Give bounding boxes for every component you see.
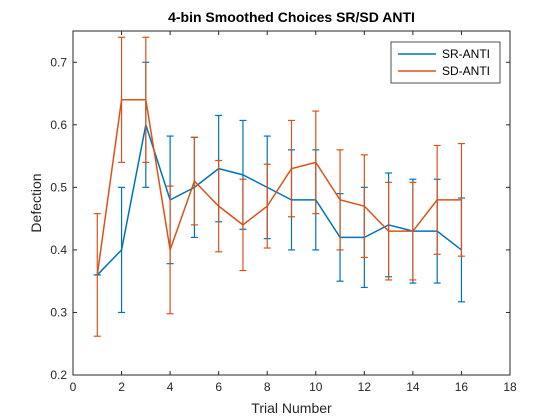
- y-tick-label: 0.6: [50, 118, 67, 132]
- y-axis-label: Defection: [28, 173, 44, 232]
- y-tick-label: 0.3: [50, 305, 67, 319]
- x-tick-label: 10: [309, 380, 323, 394]
- y-tick-label: 0.4: [50, 243, 67, 257]
- y-tick-label: 0.2: [50, 368, 67, 382]
- x-tick-label: 6: [215, 380, 222, 394]
- legend-label-sd-anti: SD-ANTI: [442, 64, 490, 78]
- series-sd-anti: [93, 36, 465, 337]
- y-tick-label: 0.7: [50, 55, 67, 69]
- legend-label-sr-anti: SR-ANTI: [442, 47, 490, 61]
- legend: SR-ANTI SD-ANTI: [390, 41, 501, 84]
- ticks-layer: 0 2 4 6 8 10 12 14 16 18 0.2 0.3 0.4 0.5 0.6 0.7: [50, 31, 517, 394]
- x-tick-label: 2: [118, 380, 125, 394]
- x-tick-label: 0: [70, 380, 77, 394]
- x-tick-label: 14: [406, 380, 420, 394]
- x-tick-label: 12: [358, 380, 372, 394]
- series-layer: [93, 36, 465, 337]
- x-tick-label: 16: [455, 380, 469, 394]
- plot-frame: [72, 30, 511, 376]
- series-line-sr-anti: [96, 124, 462, 276]
- x-tick-label: 8: [264, 380, 271, 394]
- y-tick-label: 0.5: [50, 180, 67, 194]
- x-tick-label: 4: [167, 380, 174, 394]
- x-axis-label: Trial Number: [251, 400, 332, 416]
- x-tick-label: 18: [503, 380, 517, 394]
- series-line-sd-anti: [96, 99, 462, 276]
- legend-box: [390, 41, 501, 84]
- chart-title: 4-bin Smoothed Choices SR/SD ANTI: [168, 9, 415, 25]
